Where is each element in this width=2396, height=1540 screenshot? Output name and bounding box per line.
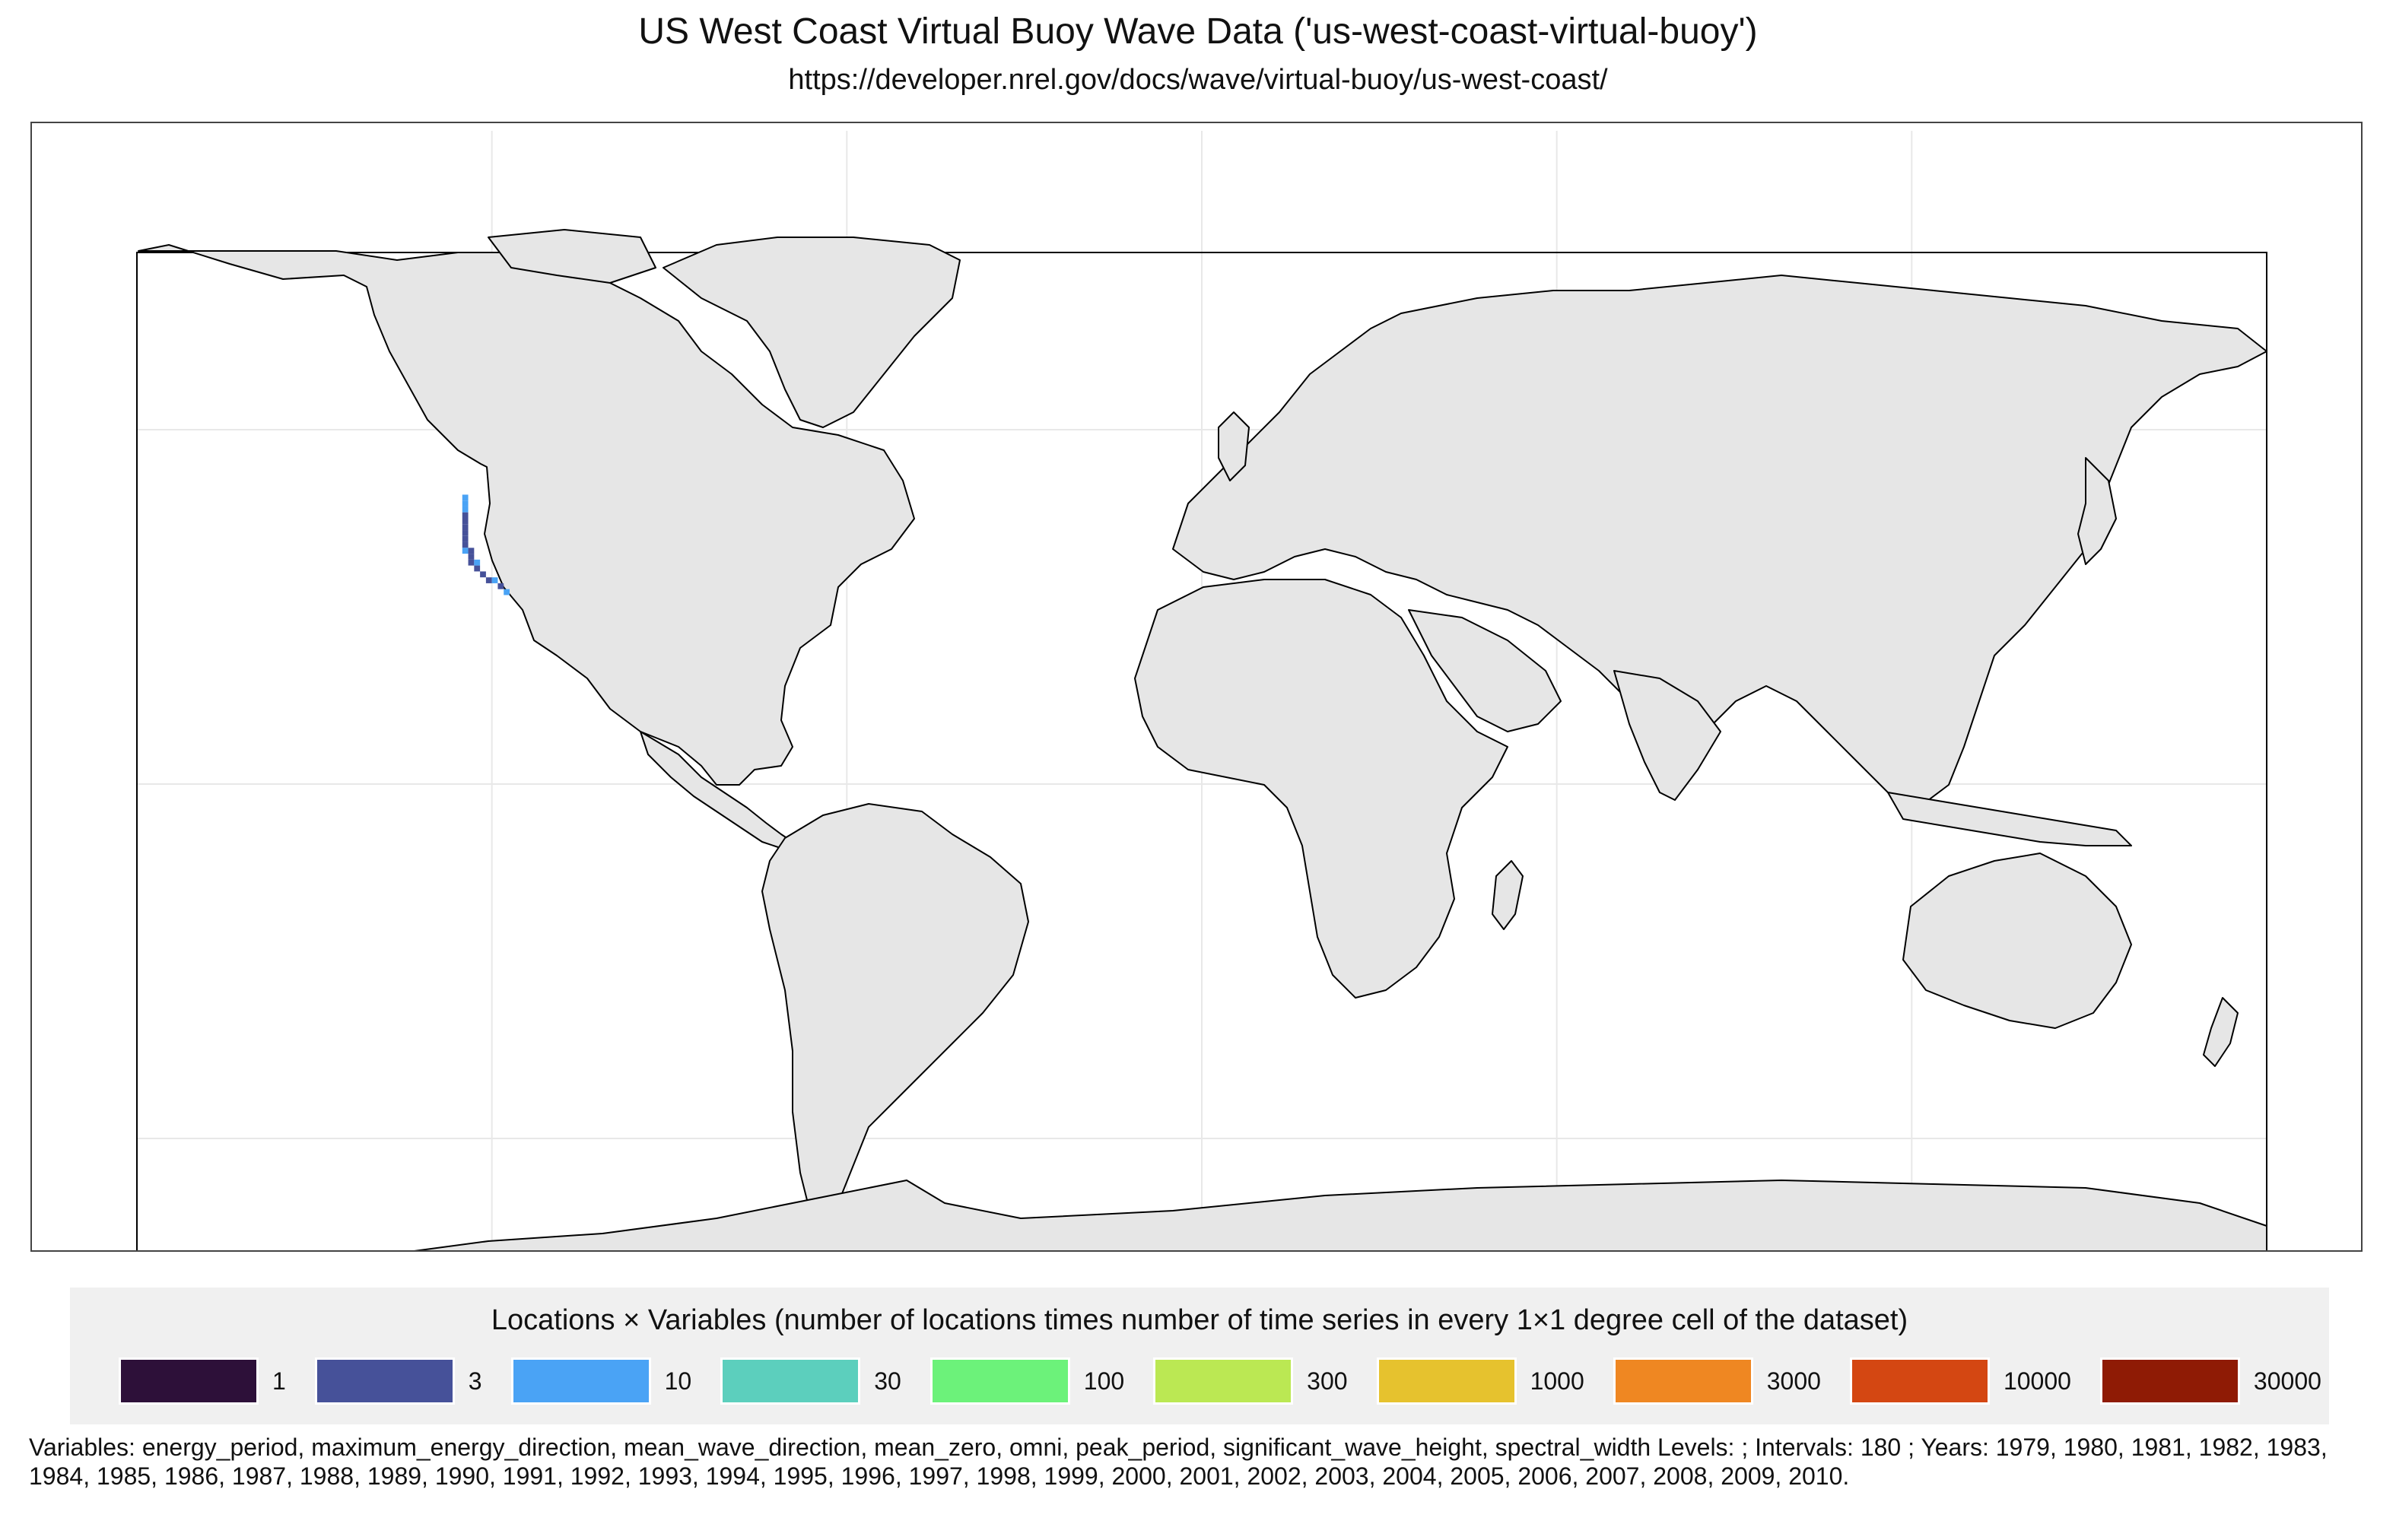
legend-title: Locations × Variables (number of locatio…	[491, 1304, 1908, 1336]
legend-label: 10000	[2003, 1367, 2071, 1395]
data-cell	[485, 577, 492, 583]
legend-item: 300	[1153, 1357, 1376, 1405]
map-extent-box	[136, 252, 2267, 1250]
legend-label: 30000	[2253, 1367, 2321, 1395]
data-cell	[462, 530, 469, 536]
world-map	[136, 131, 2267, 1250]
legend-item: 3	[314, 1357, 511, 1405]
legend-swatch	[119, 1357, 259, 1405]
data-cell	[497, 583, 504, 589]
legend-label: 1000	[1530, 1367, 1584, 1395]
legend-label: 3000	[1766, 1367, 1821, 1395]
caption-text: Variables: energy_period, maximum_energy…	[29, 1434, 2328, 1490]
legend-swatch	[2099, 1357, 2240, 1405]
data-cell	[462, 500, 469, 506]
legend-item: 1000	[1376, 1357, 1613, 1405]
data-cell	[491, 577, 498, 583]
arctic-islands	[488, 229, 656, 284]
data-cell	[462, 518, 469, 525]
british-isles	[1218, 411, 1250, 481]
africa	[1134, 579, 1508, 999]
australia	[1902, 853, 2132, 1029]
legend-label: 100	[1083, 1367, 1125, 1395]
legend-label: 1	[272, 1367, 286, 1395]
continents	[138, 229, 2267, 1250]
legend-swatch	[1376, 1357, 1517, 1405]
data-cell	[468, 548, 475, 554]
data-cell	[462, 541, 469, 548]
legend-item: 1	[119, 1357, 315, 1405]
arabian-peninsula	[1408, 609, 1562, 732]
data-cell	[462, 506, 469, 513]
legend-item: 10	[510, 1357, 721, 1405]
legend-label: 30	[874, 1367, 901, 1395]
legend-item: 30	[720, 1357, 930, 1405]
data-cell	[504, 589, 510, 595]
legend-swatch	[510, 1357, 651, 1405]
new-zealand	[2203, 997, 2239, 1067]
legend-label: 3	[468, 1367, 482, 1395]
data-cell	[462, 535, 469, 542]
caption: Variables: energy_period, maximum_energy…	[29, 1433, 2356, 1491]
japan	[2077, 457, 2117, 565]
legend-item: 10000	[1849, 1357, 2100, 1405]
data-cells	[462, 494, 510, 595]
legend-swatch	[929, 1357, 1070, 1405]
legend-swatch	[1849, 1357, 1990, 1405]
legend-item: 100	[929, 1357, 1153, 1405]
south-america	[761, 803, 1029, 1227]
legend-swatch	[314, 1357, 455, 1405]
chart-subtitle: https://developer.nrel.gov/docs/wave/vir…	[788, 64, 1608, 96]
eurasia	[1172, 275, 2267, 808]
legend-label: 300	[1307, 1367, 1348, 1395]
data-cell	[462, 524, 469, 531]
data-cell	[462, 512, 469, 519]
data-cell	[462, 548, 469, 554]
antarctica	[414, 1180, 2267, 1250]
map-panel	[30, 122, 2363, 1252]
data-cell	[462, 494, 469, 501]
southeast-asia-islands	[1887, 792, 2132, 846]
legend-swatch	[1613, 1357, 1753, 1405]
data-cell	[468, 554, 475, 560]
legend-swatch	[720, 1357, 861, 1405]
data-cell	[474, 565, 481, 572]
madagascar	[1492, 860, 1524, 930]
greenland	[663, 237, 961, 428]
data-cell	[468, 559, 475, 566]
legend-item: 30000	[2099, 1357, 2350, 1405]
indian-subcontinent	[1613, 670, 1721, 801]
legend-item: 3000	[1613, 1357, 1850, 1405]
legend-panel: Locations × Variables (number of locatio…	[70, 1288, 2329, 1424]
legend-items: 1 3 10 30 100 300 1000 3000 10000 30000	[119, 1357, 2350, 1405]
data-cell	[474, 559, 481, 566]
legend-swatch	[1153, 1357, 1294, 1405]
legend-label: 10	[664, 1367, 692, 1395]
chart-title: US West Coast Virtual Buoy Wave Data ('u…	[638, 11, 1758, 52]
data-cell	[480, 571, 486, 578]
north-america	[138, 244, 915, 786]
